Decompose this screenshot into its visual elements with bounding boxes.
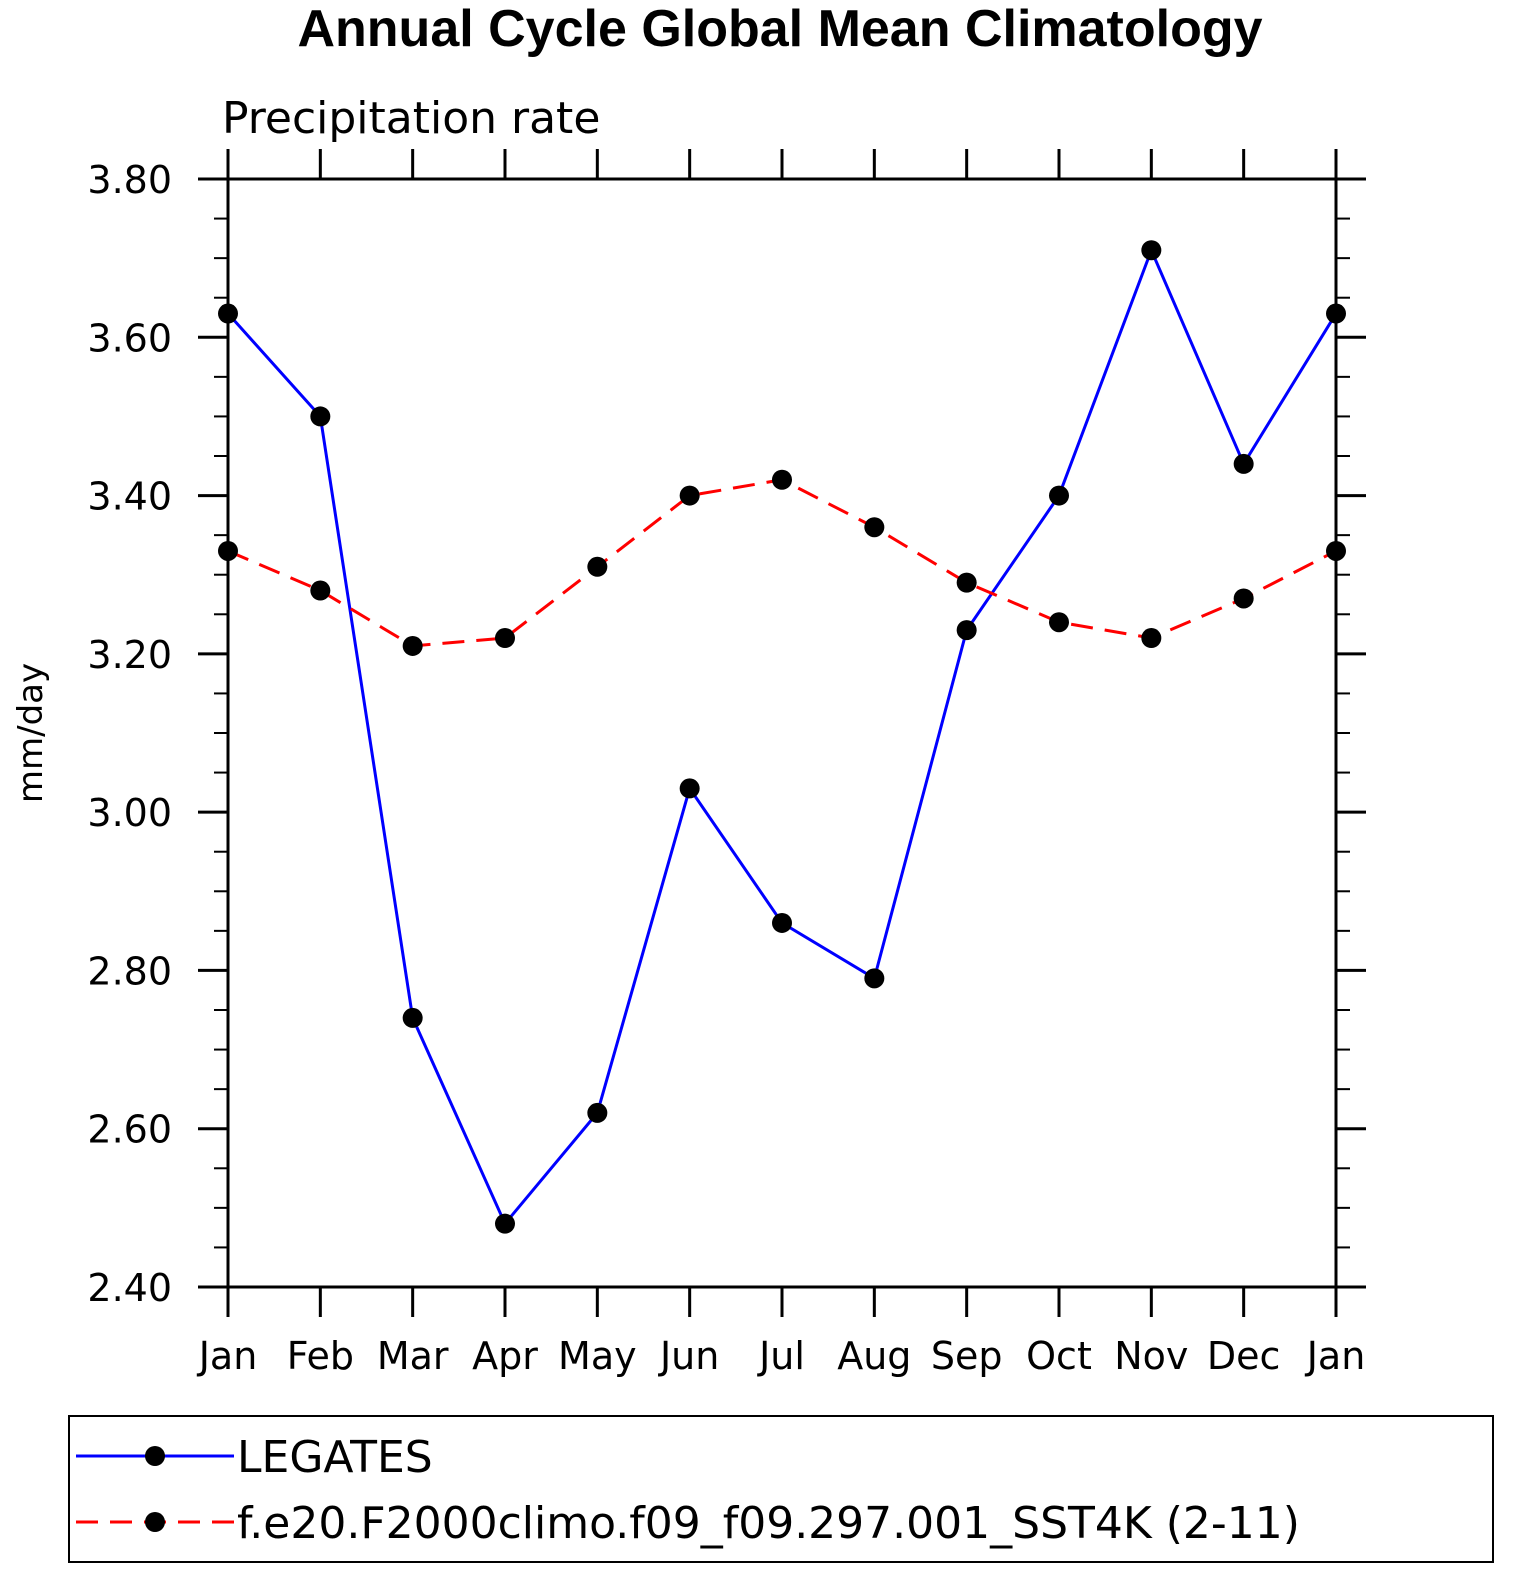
- data-point: [1049, 485, 1069, 506]
- data-point: [1326, 303, 1346, 324]
- data-point: [679, 778, 700, 799]
- series-line: [227, 478, 1337, 648]
- data-point: [587, 1102, 608, 1123]
- data-point: [956, 620, 977, 641]
- data-point: [1233, 453, 1254, 474]
- plot-frame: [226, 177, 1338, 1289]
- x-tick-label: Feb: [287, 1334, 354, 1378]
- data-point: [1233, 588, 1254, 609]
- data-point: [495, 628, 515, 649]
- y-tick-label: 2.60: [87, 1108, 172, 1152]
- legend-entry: LEGATES: [237, 1432, 433, 1483]
- x-tick-label: Nov: [1114, 1334, 1188, 1378]
- x-tick-label: May: [558, 1334, 637, 1378]
- data-point: [956, 572, 977, 593]
- legend-marker: [145, 1446, 165, 1466]
- y-tick-label: 3.40: [87, 475, 172, 519]
- data-point: [218, 303, 238, 324]
- data-point: [218, 540, 238, 561]
- data-point: [1049, 612, 1069, 633]
- plot-border: [226, 177, 1338, 1289]
- series-0: [218, 240, 1346, 1234]
- data-point: [772, 912, 792, 933]
- x-tick-label: Apr: [472, 1334, 538, 1378]
- data-point: [495, 1213, 515, 1234]
- y-tick-label: 2.40: [87, 1266, 172, 1310]
- data-point: [864, 968, 885, 989]
- legend-marker: [145, 1512, 165, 1532]
- data-point: [402, 635, 423, 656]
- data-point: [1141, 240, 1162, 261]
- y-tick-label: 2.80: [87, 949, 172, 993]
- data-point: [772, 469, 792, 490]
- legend-box: [68, 1415, 1494, 1563]
- legend-entry: f.e20.F2000climo.f09_f09.297.001_SST4K (…: [237, 1498, 1300, 1549]
- x-tick-label: Dec: [1207, 1334, 1281, 1378]
- x-tick-label: Oct: [1026, 1334, 1092, 1378]
- chart-subtitle: Precipitation rate: [222, 93, 600, 144]
- data-point: [310, 406, 331, 427]
- y-axis-label: mm/day: [11, 663, 51, 803]
- series-layer: [218, 240, 1346, 1234]
- data-point: [587, 556, 608, 577]
- data-point: [402, 1007, 423, 1028]
- y-tick-label: 3.20: [87, 633, 172, 677]
- x-tick-label: Jan: [197, 1334, 258, 1378]
- chart-title: Annual Cycle Global Mean Climatology: [297, 0, 1262, 58]
- x-tick-label: Jul: [757, 1334, 805, 1378]
- series-line: [226, 246, 1338, 1227]
- x-tick-label: Jan: [1305, 1334, 1366, 1378]
- y-tick-label: 3.80: [87, 158, 172, 202]
- tick-labels: Jan Feb Mar Apr May Jun Jul Aug Sep Oct Nov Dec Jan 2…: [87, 158, 1365, 1378]
- x-tick-label: Aug: [837, 1334, 911, 1378]
- x-tick-label: Mar: [377, 1334, 449, 1378]
- y-tick-label: 3.60: [87, 316, 172, 360]
- axis-ticks: [198, 149, 1366, 1317]
- y-tick-label: 3.00: [87, 791, 172, 835]
- data-point: [864, 517, 885, 538]
- legend: LEGATES f.e20.F2000climo.f09_f09.297.001_…: [68, 1415, 1494, 1563]
- data-point: [1141, 628, 1162, 649]
- data-point: [1326, 540, 1346, 561]
- data-point: [679, 485, 700, 506]
- x-tick-label: Jun: [658, 1334, 719, 1378]
- x-tick-label: Sep: [931, 1334, 1003, 1378]
- series-1: [218, 469, 1346, 656]
- data-point: [310, 580, 331, 601]
